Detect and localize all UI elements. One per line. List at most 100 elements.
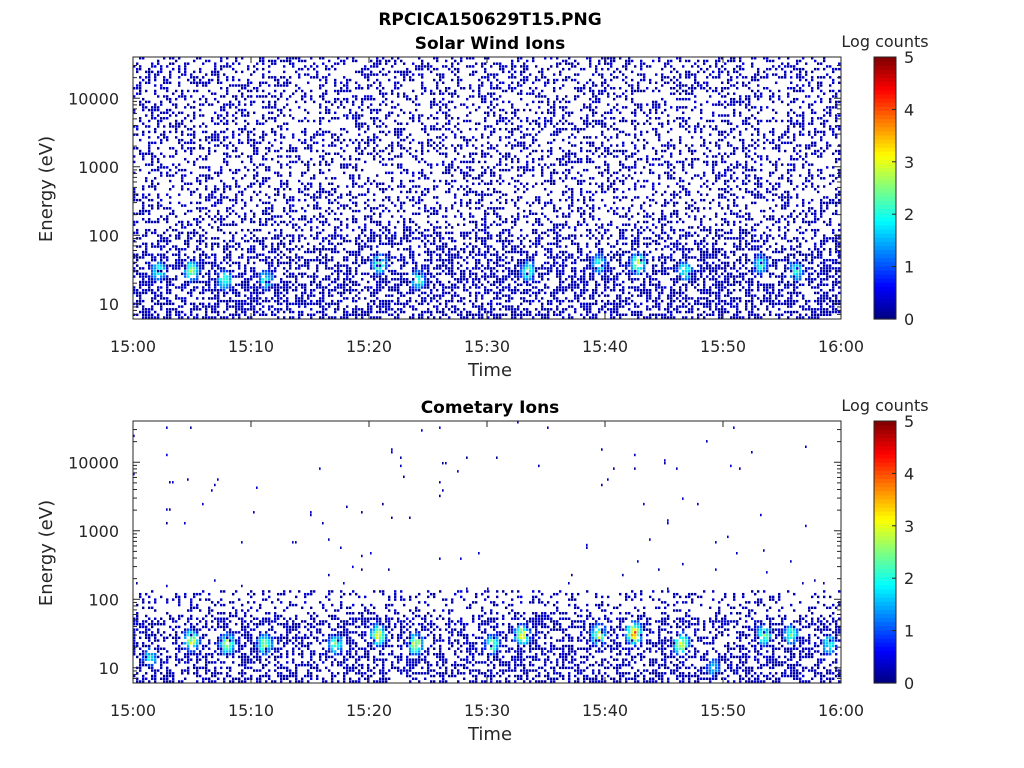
heatmap-cell [478, 278, 481, 281]
heatmap-cell [136, 245, 139, 248]
heatmap-cell [445, 264, 448, 267]
heatmap-cell [466, 280, 469, 284]
heatmap-cell [517, 174, 520, 177]
heatmap-cell [307, 144, 310, 147]
heatmap-cell [298, 106, 301, 109]
heatmap-cell [499, 163, 502, 166]
heatmap-cell [349, 111, 352, 115]
heatmap-cell [301, 275, 304, 278]
heatmap-cell [379, 261, 382, 265]
heatmap-cell [391, 201, 394, 205]
heatmap-cell [166, 269, 169, 273]
heatmap-cell [391, 163, 394, 166]
heatmap-cell [193, 272, 196, 276]
heatmap-cell [289, 286, 292, 289]
heatmap-cell [463, 248, 466, 251]
heatmap-cell [385, 299, 388, 303]
heatmap-cell [445, 166, 448, 169]
heatmap-cell [376, 275, 379, 278]
heatmap-cell [442, 65, 445, 68]
heatmap-cell [496, 297, 499, 300]
heatmap-cell [331, 234, 334, 237]
heatmap-cell [421, 272, 424, 276]
heatmap-cell [538, 92, 541, 95]
heatmap-cell [346, 117, 349, 120]
heatmap-cell [421, 190, 424, 194]
heatmap-cell [163, 302, 166, 306]
heatmap-cell [265, 168, 268, 172]
heatmap-cell [508, 130, 511, 134]
heatmap-cell [148, 163, 151, 166]
heatmap-cell [433, 275, 436, 278]
heatmap-cell [442, 76, 445, 79]
heatmap-cell [412, 269, 415, 273]
heatmap-cell [262, 133, 265, 136]
heatmap-cell [451, 185, 454, 188]
heatmap-cell [142, 310, 145, 314]
heatmap-cell [220, 283, 223, 286]
heatmap-cell [157, 272, 160, 276]
heatmap-cell [412, 267, 415, 270]
heatmap-cell [223, 283, 226, 286]
heatmap-cell [400, 294, 403, 297]
heatmap-cell [265, 177, 268, 180]
heatmap-cell [334, 278, 337, 281]
heatmap-cell [190, 133, 193, 136]
heatmap-cell [292, 258, 295, 262]
heatmap-cell [481, 97, 484, 101]
heatmap-cell [484, 228, 487, 232]
heatmap-cell [493, 73, 496, 76]
heatmap-cell [532, 228, 535, 232]
heatmap-cell [529, 133, 532, 136]
heatmap-cell [406, 136, 409, 139]
heatmap-cell [160, 152, 163, 155]
heatmap-cell [301, 89, 304, 93]
heatmap-cell [247, 114, 250, 117]
heatmap-cell [523, 250, 526, 254]
heatmap-cell [178, 122, 181, 125]
heatmap-cell [523, 185, 526, 188]
heatmap-cell [313, 174, 316, 177]
heatmap-cell [247, 280, 250, 284]
heatmap-cell [226, 248, 229, 251]
heatmap-cell [526, 313, 529, 316]
heatmap-cell [358, 125, 361, 128]
heatmap-cell [403, 70, 406, 74]
heatmap-cell [442, 138, 445, 142]
heatmap-cell [310, 138, 313, 142]
heatmap-cell [208, 305, 211, 308]
heatmap-cell [226, 163, 229, 166]
heatmap-cell [460, 264, 463, 267]
heatmap-cell [364, 261, 367, 265]
heatmap-cell [535, 87, 538, 90]
heatmap-cell [319, 171, 322, 175]
heatmap-cell [196, 220, 199, 224]
heatmap-cell [283, 261, 286, 265]
heatmap-cell [397, 103, 400, 106]
heatmap-cell [418, 196, 421, 199]
heatmap-cell [412, 114, 415, 117]
heatmap-cell [238, 168, 241, 172]
heatmap-cell [292, 65, 295, 68]
heatmap-cell [379, 84, 382, 87]
heatmap-cell [319, 106, 322, 109]
heatmap-cell [394, 310, 397, 314]
heatmap-cell [487, 280, 490, 284]
heatmap-cell [529, 108, 532, 112]
heatmap-cell [331, 258, 334, 262]
heatmap-cell [493, 76, 496, 79]
heatmap-cell [286, 163, 289, 166]
heatmap-cell [376, 245, 379, 248]
heatmap-cell [298, 272, 301, 276]
heatmap-cell [454, 106, 457, 109]
heatmap-cell [451, 100, 454, 104]
heatmap-cell [424, 258, 427, 262]
heatmap-cell [199, 182, 202, 185]
heatmap-cell [439, 280, 442, 284]
heatmap-cell [241, 108, 244, 112]
heatmap-cell [190, 152, 193, 155]
heatmap-cell [361, 308, 364, 311]
heatmap-cell [391, 234, 394, 237]
heatmap-cell [181, 92, 184, 95]
heatmap-cell [289, 302, 292, 306]
